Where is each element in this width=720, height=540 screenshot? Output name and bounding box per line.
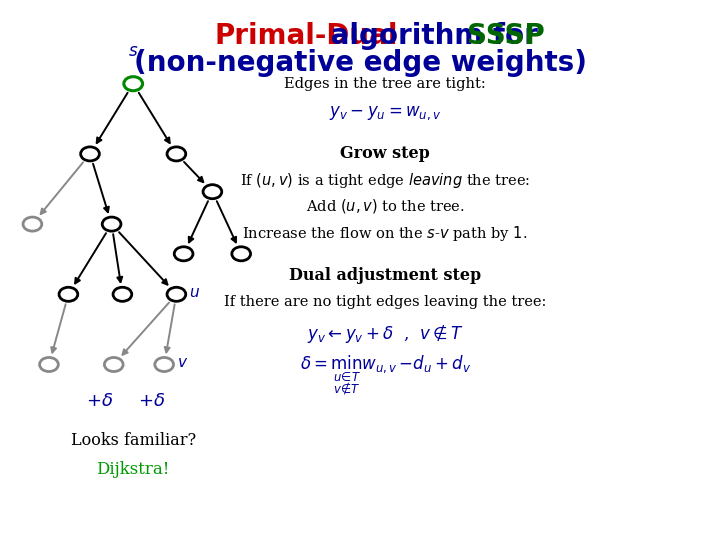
Text: $v$: $v$	[177, 356, 189, 370]
Text: Increase the flow on the $s$-$v$ path by $1$.: Increase the flow on the $s$-$v$ path by…	[243, 224, 528, 243]
Text: Looks familiar?: Looks familiar?	[71, 431, 196, 449]
Text: If $(u, v)$ is a tight edge $\mathit{leaving}$ the tree:: If $(u, v)$ is a tight edge $\mathit{lea…	[240, 171, 531, 191]
Text: (non-negative edge weights): (non-negative edge weights)	[133, 49, 587, 77]
Text: Primal-Dual: Primal-Dual	[215, 22, 397, 50]
Text: algorithm for: algorithm for	[321, 22, 548, 50]
Text: $\delta = \min_{\substack{u \in T \\ v \notin T}} w_{u,v}{-}d_u + d_v$: $\delta = \min_{\substack{u \in T \\ v \…	[300, 353, 471, 397]
Text: $+\delta$: $+\delta$	[86, 392, 113, 410]
Text: If there are no tight edges leaving the tree:: If there are no tight edges leaving the …	[224, 295, 546, 309]
Text: $+\delta$: $+\delta$	[138, 392, 165, 410]
Text: Dijkstra!: Dijkstra!	[96, 461, 170, 478]
Text: Dual adjustment step: Dual adjustment step	[289, 267, 481, 284]
Text: $y_v \leftarrow y_v + \delta$  ,  $v \notin T$: $y_v \leftarrow y_v + \delta$ , $v \noti…	[307, 322, 464, 345]
Text: $u$: $u$	[189, 286, 200, 300]
Text: $y_v - y_u = w_{u,v}$: $y_v - y_u = w_{u,v}$	[329, 105, 441, 122]
Text: $s$: $s$	[128, 44, 138, 60]
Text: Grow step: Grow step	[341, 145, 430, 163]
Text: Edges in the tree are tight:: Edges in the tree are tight:	[284, 77, 486, 91]
Text: Add $(u, v)$ to the tree.: Add $(u, v)$ to the tree.	[306, 197, 464, 215]
Text: SSSP: SSSP	[467, 22, 544, 50]
